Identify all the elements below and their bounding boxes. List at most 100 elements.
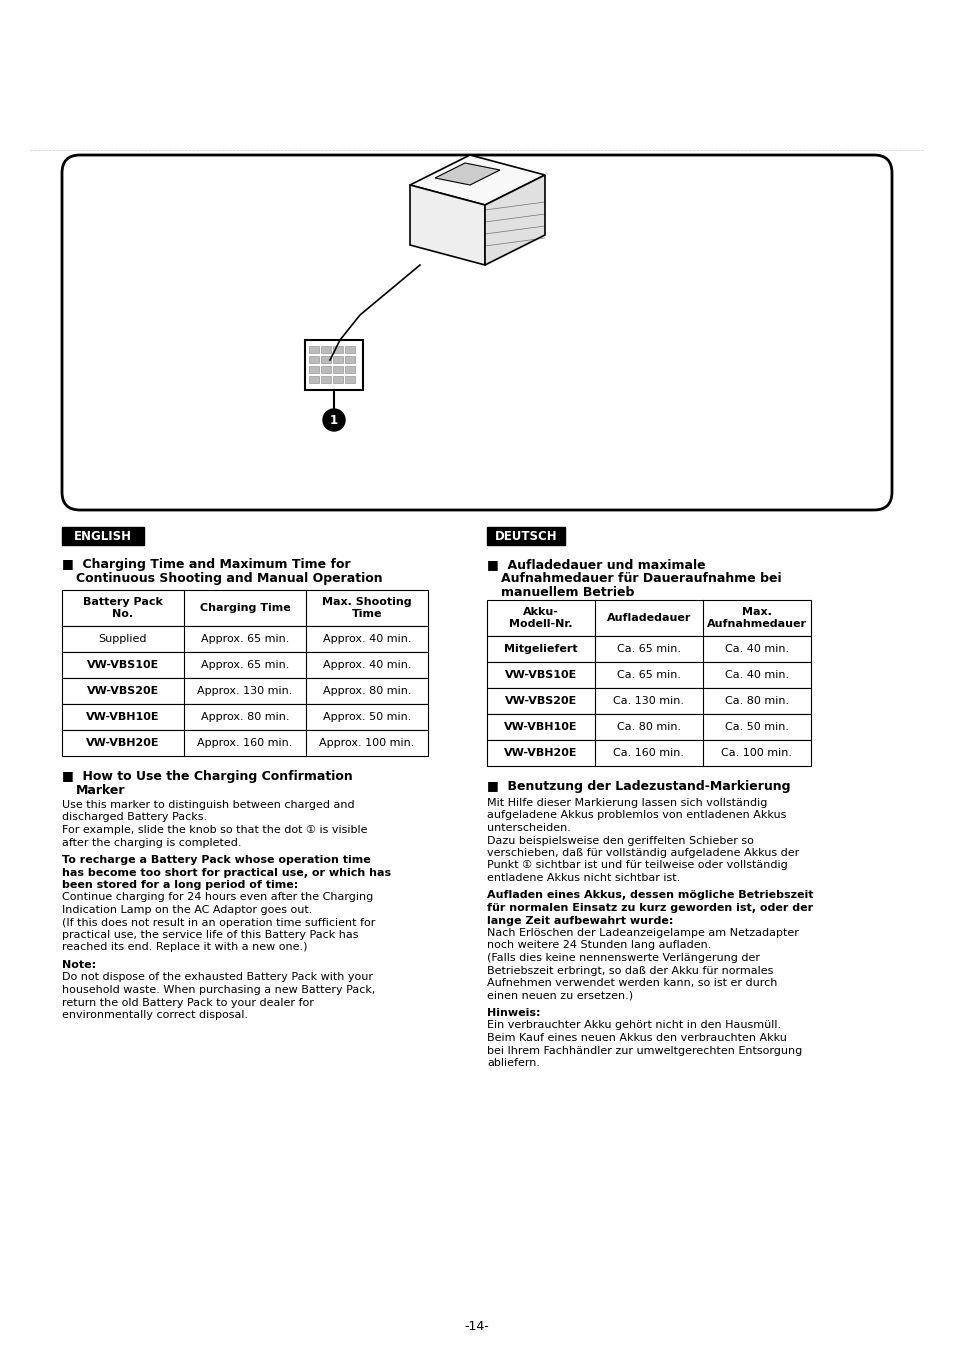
Text: To recharge a Battery Pack whose operation time: To recharge a Battery Pack whose operati… [62,855,371,865]
Text: For example, slide the knob so that the dot ① is visible: For example, slide the knob so that the … [62,825,367,834]
Text: VW-VBH20E: VW-VBH20E [504,748,578,758]
Text: Time: Time [352,609,382,619]
Text: has become too short for practical use, or which has: has become too short for practical use, … [62,868,391,878]
Polygon shape [435,163,499,185]
Text: VW-VBS10E: VW-VBS10E [87,661,159,670]
Text: Hinweis:: Hinweis: [486,1008,540,1018]
Text: Continuous Shooting and Manual Operation: Continuous Shooting and Manual Operation [76,572,382,585]
Text: Approx. 50 min.: Approx. 50 min. [322,712,411,723]
Circle shape [323,408,345,431]
Bar [333,356,343,363]
Text: VW-VBH10E: VW-VBH10E [504,723,578,732]
Text: Max. Shooting: Max. Shooting [322,597,412,607]
Text: Ca. 100 min.: Ca. 100 min. [720,748,792,758]
Text: been stored for a long period of time:: been stored for a long period of time: [62,880,298,890]
Bar [345,367,355,373]
Text: 1: 1 [330,414,337,426]
Bar [62,678,428,704]
Text: (If this does not result in an operation time sufficient for: (If this does not result in an operation… [62,918,375,927]
Bar [333,346,343,353]
Text: entladene Akkus nicht sichtbar ist.: entladene Akkus nicht sichtbar ist. [486,874,679,883]
Text: Supplied: Supplied [99,634,147,644]
Text: Indication Lamp on the AC Adaptor goes out.: Indication Lamp on the AC Adaptor goes o… [62,905,312,915]
Text: Nach Erlöschen der Ladeanzeigelampe am Netzadapter: Nach Erlöschen der Ladeanzeigelampe am N… [486,927,798,938]
Bar [486,687,810,714]
Text: Approx. 100 min.: Approx. 100 min. [319,737,415,748]
Text: Dazu beispielsweise den geriffelten Schieber so: Dazu beispielsweise den geriffelten Schi… [486,836,753,845]
Text: Ca. 80 min.: Ca. 80 min. [617,723,680,732]
Text: Mit Hilfe dieser Markierung lassen sich vollständig: Mit Hilfe dieser Markierung lassen sich … [486,798,766,807]
Text: reached its end. Replace it with a new one.): reached its end. Replace it with a new o… [62,942,307,953]
Polygon shape [484,175,544,266]
Text: environmentally correct disposal.: environmentally correct disposal. [62,1010,248,1020]
Text: Approx. 40 min.: Approx. 40 min. [322,634,411,644]
Text: Marker: Marker [76,785,126,797]
Text: Punkt ① sichtbar ist und für teilweise oder vollständig: Punkt ① sichtbar ist und für teilweise o… [486,860,787,871]
Text: Note:: Note: [62,960,96,971]
Text: discharged Battery Packs.: discharged Battery Packs. [62,813,207,822]
Text: aufgeladene Akkus problemlos von entladenen Akkus: aufgeladene Akkus problemlos von entlade… [486,810,785,821]
Bar [486,740,810,766]
Text: Battery Pack: Battery Pack [83,597,163,607]
Text: Mitgeliefert: Mitgeliefert [503,644,578,654]
Bar [62,731,428,756]
Text: ■  How to Use the Charging Confirmation: ■ How to Use the Charging Confirmation [62,770,353,783]
Text: Ca. 50 min.: Ca. 50 min. [724,723,788,732]
Text: after the charging is completed.: after the charging is completed. [62,837,241,848]
Text: (Falls dies keine nennenswerte Verlängerung der: (Falls dies keine nennenswerte Verlänger… [486,953,760,962]
Text: Approx. 40 min.: Approx. 40 min. [322,661,411,670]
Text: für normalen Einsatz zu kurz geworden ist, oder der: für normalen Einsatz zu kurz geworden is… [486,903,812,913]
Text: practical use, the service life of this Battery Pack has: practical use, the service life of this … [62,930,358,940]
Bar [62,652,428,678]
Bar [345,346,355,353]
Text: ■  Benutzung der Ladezustand-Markierung: ■ Benutzung der Ladezustand-Markierung [486,780,790,793]
Text: Aufladen eines Akkus, dessen mögliche Betriebszeit: Aufladen eines Akkus, dessen mögliche Be… [486,891,813,900]
Text: Aufladedauer: Aufladedauer [606,613,691,623]
Text: Continue charging for 24 hours even after the Charging: Continue charging for 24 hours even afte… [62,892,373,903]
Text: Ca. 130 min.: Ca. 130 min. [613,696,684,706]
Text: Aufnahmedauer für Daueraufnahme bei: Aufnahmedauer für Daueraufnahme bei [500,572,781,585]
Text: Ca. 40 min.: Ca. 40 min. [724,670,788,679]
Text: Betriebszeit erbringt, so daß der Akku für normales: Betriebszeit erbringt, so daß der Akku f… [486,965,773,976]
Text: ■  Aufladedauer und maximale: ■ Aufladedauer und maximale [486,558,705,572]
Bar [486,600,810,636]
Bar [320,367,331,373]
Bar [62,590,428,625]
Text: manuellem Betrieb: manuellem Betrieb [500,586,634,599]
Text: Modell-Nr.: Modell-Nr. [509,619,572,630]
Text: einen neuen zu ersetzen.): einen neuen zu ersetzen.) [486,991,633,1000]
Bar [320,376,331,383]
Polygon shape [410,185,484,266]
Text: Use this marker to distinguish between charged and: Use this marker to distinguish between c… [62,799,355,810]
Text: Ein verbrauchter Akku gehört nicht in den Hausmüll.: Ein verbrauchter Akku gehört nicht in de… [486,1020,781,1030]
Bar [333,376,343,383]
Text: Approx. 80 min.: Approx. 80 min. [322,686,411,696]
Text: Approx. 130 min.: Approx. 130 min. [197,686,293,696]
Text: Max.: Max. [741,607,771,617]
Bar [320,346,331,353]
Text: Charging Time: Charging Time [199,603,290,613]
Text: noch weitere 24 Stunden lang aufladen.: noch weitere 24 Stunden lang aufladen. [486,941,711,950]
Text: VW-VBH20E: VW-VBH20E [86,737,159,748]
Bar [309,346,318,353]
FancyBboxPatch shape [62,155,891,510]
Text: Aufnahmedauer: Aufnahmedauer [706,619,806,630]
Text: Ca. 80 min.: Ca. 80 min. [724,696,788,706]
Text: Akku-: Akku- [522,607,558,617]
Text: ENGLISH: ENGLISH [74,530,132,542]
Bar [305,340,363,390]
Text: -14-: -14- [464,1320,489,1333]
Text: Beim Kauf eines neuen Akkus den verbrauchten Akku: Beim Kauf eines neuen Akkus den verbrauc… [486,1033,786,1043]
Text: Approx. 65 min.: Approx. 65 min. [200,661,289,670]
Text: Approx. 160 min.: Approx. 160 min. [197,737,293,748]
Text: ■  Charging Time and Maximum Time for: ■ Charging Time and Maximum Time for [62,558,351,572]
Bar [486,636,810,662]
Polygon shape [410,155,544,205]
Text: household waste. When purchasing a new Battery Pack,: household waste. When purchasing a new B… [62,985,375,995]
Text: Approx. 65 min.: Approx. 65 min. [200,634,289,644]
Text: Aufnehmen verwendet werden kann, so ist er durch: Aufnehmen verwendet werden kann, so ist … [486,979,777,988]
Text: lange Zeit aufbewahrt wurde:: lange Zeit aufbewahrt wurde: [486,915,673,926]
Text: bei Ihrem Fachhändler zur umweltgerechten Entsorgung: bei Ihrem Fachhändler zur umweltgerechte… [486,1046,801,1055]
Bar [320,356,331,363]
Text: unterscheiden.: unterscheiden. [486,824,570,833]
